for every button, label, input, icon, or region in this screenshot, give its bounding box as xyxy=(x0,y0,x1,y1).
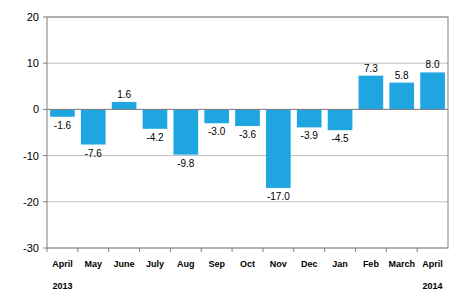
x-tick-label: Feb xyxy=(363,259,380,269)
x-tick-label: Nov xyxy=(270,259,287,269)
y-tick-label: -20 xyxy=(23,196,39,208)
x-tick-label: Jan xyxy=(332,259,348,269)
zero-line xyxy=(47,109,448,110)
grid-line xyxy=(47,155,448,156)
data-label: -3.6 xyxy=(239,129,257,140)
data-label: -4.2 xyxy=(146,132,164,143)
y-tick xyxy=(43,248,47,249)
x-tick xyxy=(47,248,48,252)
bar xyxy=(266,109,291,188)
chart-container: -30 -20 -10 0 10 20 -1.6 April -7.6 May 1.6 June -4.… xyxy=(0,0,454,302)
data-label: -7.6 xyxy=(85,148,103,159)
x-tick xyxy=(232,248,233,252)
x-tick xyxy=(293,248,294,252)
x-tick-label: March xyxy=(388,259,415,269)
bar xyxy=(389,83,414,110)
y-tick xyxy=(43,201,47,202)
year-label: 2014 xyxy=(423,281,443,291)
y-tick-label: -10 xyxy=(23,150,39,162)
data-label: -9.8 xyxy=(177,158,195,169)
grid-line xyxy=(47,201,448,202)
plot-frame xyxy=(47,17,448,248)
bar xyxy=(235,109,260,126)
data-label: 1.6 xyxy=(117,89,131,100)
x-tick xyxy=(324,248,325,252)
x-tick xyxy=(108,248,109,252)
x-tick xyxy=(262,248,263,252)
bar xyxy=(173,109,198,154)
data-label: -1.6 xyxy=(54,120,72,131)
y-tick xyxy=(43,63,47,64)
bar xyxy=(112,102,137,109)
data-label: 8.0 xyxy=(426,59,440,70)
data-label: 7.3 xyxy=(364,63,378,74)
x-tick-label: April xyxy=(52,259,73,269)
data-label: -17.0 xyxy=(267,191,290,202)
x-tick xyxy=(355,248,356,252)
y-tick xyxy=(43,109,47,110)
x-tick xyxy=(170,248,171,252)
data-label: -4.5 xyxy=(331,133,349,144)
bar xyxy=(143,109,168,128)
bar xyxy=(328,109,353,130)
year-label: 2013 xyxy=(52,281,72,291)
y-tick xyxy=(43,17,47,18)
y-tick-label: -30 xyxy=(23,242,39,254)
grid-line xyxy=(47,63,448,64)
bar xyxy=(359,76,384,110)
x-tick xyxy=(201,248,202,252)
bar xyxy=(50,109,75,116)
x-tick-label: Oct xyxy=(240,259,255,269)
x-tick-label: July xyxy=(146,259,164,269)
y-tick-label: 20 xyxy=(27,11,39,23)
data-label: -3.9 xyxy=(301,130,319,141)
bars xyxy=(50,72,445,188)
y-tick xyxy=(43,155,47,156)
bar xyxy=(297,109,322,127)
x-tick-label: May xyxy=(85,259,103,269)
x-tick-label: June xyxy=(114,259,135,269)
y-tick-label: 0 xyxy=(33,103,39,115)
bar xyxy=(81,109,106,144)
grid-line xyxy=(47,109,448,110)
chart-svg: -30 -20 -10 0 10 20 -1.6 April -7.6 May 1.6 June -4.… xyxy=(0,0,454,302)
bar xyxy=(420,72,445,109)
x-tick-label: Aug xyxy=(177,259,195,269)
x-tick xyxy=(77,248,78,252)
x-tick xyxy=(417,248,418,252)
x-tick-label: April xyxy=(422,259,443,269)
x-tick-label: Sep xyxy=(208,259,225,269)
data-label: 5.8 xyxy=(395,70,409,81)
data-label: -3.0 xyxy=(208,126,226,137)
x-tick-label: Dec xyxy=(301,259,318,269)
y-tick-label: 10 xyxy=(27,57,39,69)
x-tick xyxy=(386,248,387,252)
bar xyxy=(204,109,229,123)
x-tick xyxy=(139,248,140,252)
